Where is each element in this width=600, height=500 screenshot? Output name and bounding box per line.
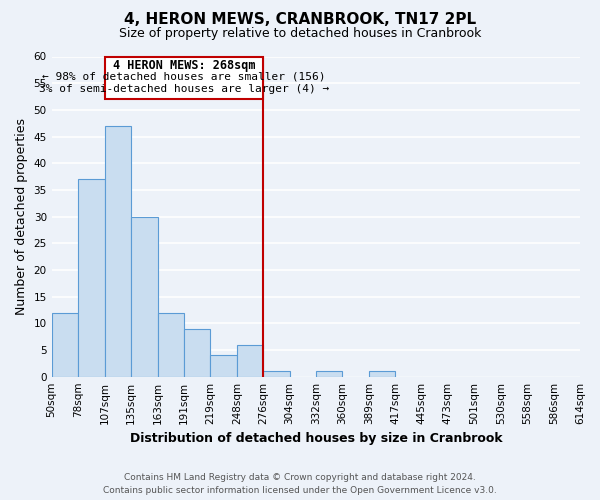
Bar	[369, 372, 395, 376]
Bar	[131, 216, 158, 376]
Text: Size of property relative to detached houses in Cranbrook: Size of property relative to detached ho…	[119, 28, 481, 40]
Bar	[184, 328, 210, 376]
Text: Contains HM Land Registry data © Crown copyright and database right 2024.
Contai: Contains HM Land Registry data © Crown c…	[103, 474, 497, 495]
Text: ← 98% of detached houses are smaller (156): ← 98% of detached houses are smaller (15…	[43, 72, 326, 82]
X-axis label: Distribution of detached houses by size in Cranbrook: Distribution of detached houses by size …	[130, 432, 502, 445]
Bar	[78, 179, 105, 376]
Text: 4 HERON MEWS: 268sqm: 4 HERON MEWS: 268sqm	[113, 59, 256, 72]
Bar	[263, 372, 290, 376]
FancyBboxPatch shape	[105, 56, 263, 99]
Bar	[158, 312, 184, 376]
Bar	[237, 344, 263, 376]
Text: 4, HERON MEWS, CRANBROOK, TN17 2PL: 4, HERON MEWS, CRANBROOK, TN17 2PL	[124, 12, 476, 28]
Y-axis label: Number of detached properties: Number of detached properties	[15, 118, 28, 315]
Text: 3% of semi-detached houses are larger (4) →: 3% of semi-detached houses are larger (4…	[39, 84, 329, 94]
Bar	[105, 126, 131, 376]
Bar	[210, 356, 237, 376]
Bar	[316, 372, 342, 376]
Bar	[52, 312, 78, 376]
